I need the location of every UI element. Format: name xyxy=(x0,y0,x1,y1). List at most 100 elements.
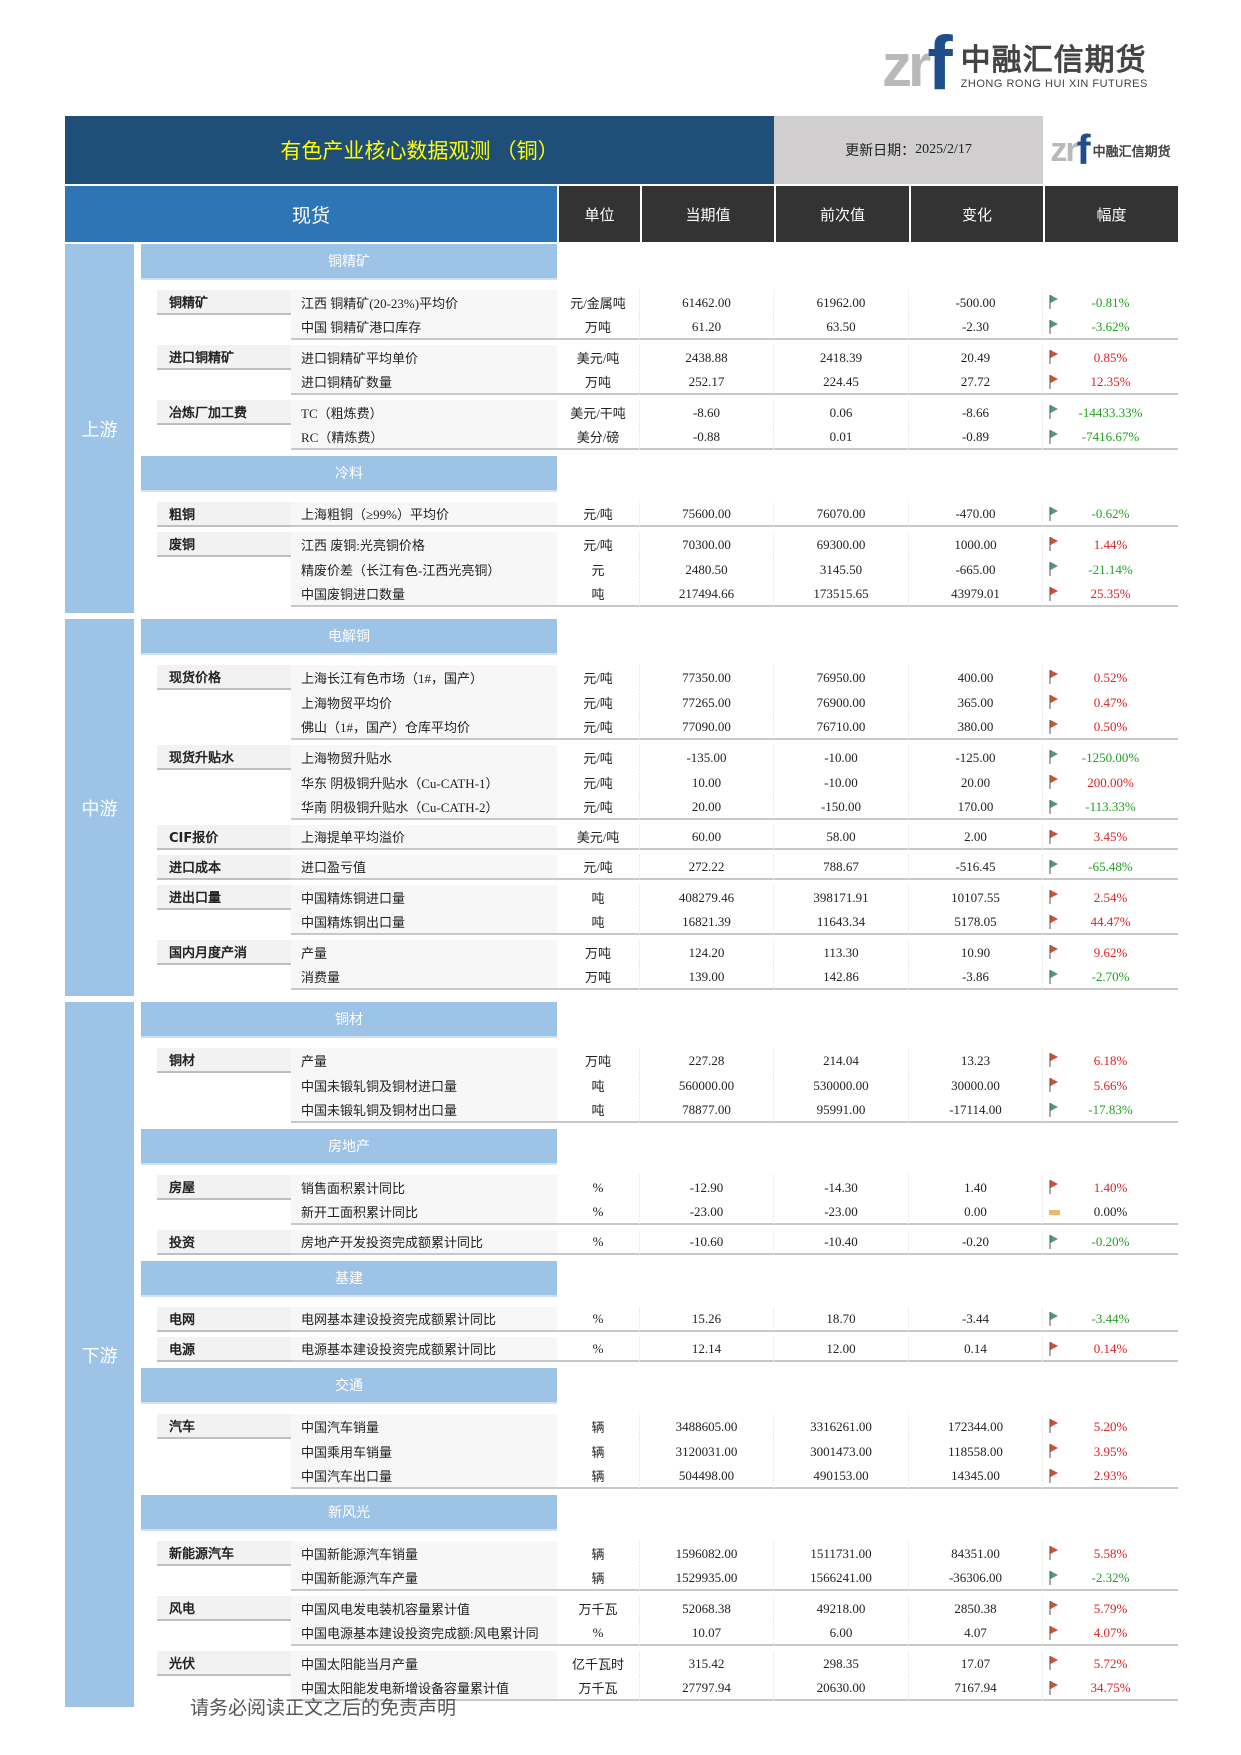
indicator-name: TC（粗炼费） xyxy=(291,400,557,425)
group-label: 进口铜精矿 xyxy=(157,345,291,370)
small-logo: zr f 中融汇信期货 xyxy=(1043,116,1178,184)
indicator-name: 电网基本建设投资完成额累计同比 xyxy=(291,1307,557,1332)
unit: 元/吨 xyxy=(557,665,640,690)
table-row: 光伏 中国太阳能当月产量 亿千瓦时 315.42 298.35 17.07 5.72% xyxy=(141,1651,1178,1676)
indicator-name: 中国乘用车销量 xyxy=(291,1439,557,1464)
table-row: 废铜 江西 废铜:光亮铜价格 元/吨 70300.00 69300.00 1000.00 1… xyxy=(141,532,1178,557)
change-value: 20.49 xyxy=(909,345,1043,370)
table-row: 中国电源基本建设投资完成额:风电累计同% 10.07 6.00 4.07 4.07% xyxy=(141,1621,1178,1646)
current-value: 1529935.00 xyxy=(640,1566,774,1591)
data-table: 上游 铜精矿 铜精矿 江西 铜精矿(20-23%)平均价 元/金属吨 61462.00 61… xyxy=(65,244,1178,1713)
change-value: -36306.00 xyxy=(909,1566,1043,1591)
section: 电解铜 现货价格 上海长江有色市场（1#，国产） 元/吨 77350.00 76950.0… xyxy=(141,619,1178,990)
pct-cell: 0.47% xyxy=(1043,690,1178,715)
pct-cell: 5.72% xyxy=(1043,1651,1178,1676)
indicator-name: 中国废铜进口数量 xyxy=(291,582,557,607)
section: 交通 汽车 中国汽车销量辆 3488605.00 3316261.00 172344.00… xyxy=(141,1368,1178,1489)
unit: 元/吨 xyxy=(557,715,640,740)
indicator-name: 中国未锻轧铜及铜材出口量 xyxy=(291,1098,557,1123)
pct-cell: 5.20% xyxy=(1043,1414,1178,1439)
column-header: 现货 单位 当期值 前次值 变化 幅度 xyxy=(65,186,1178,242)
pct-value: 5.72% xyxy=(1093,1655,1128,1671)
pct-value: 25.35% xyxy=(1090,585,1131,601)
up-flag-icon xyxy=(1049,1546,1058,1560)
previous-value: 3001473.00 xyxy=(774,1439,909,1464)
unit: 美元/吨 xyxy=(557,825,640,850)
update-date-value: 2025/2/17 xyxy=(915,142,972,157)
section: 铜精矿 铜精矿 江西 铜精矿(20-23%)平均价 元/金属吨 61462.00 6196… xyxy=(141,244,1178,450)
change-value: -516.45 xyxy=(909,855,1043,880)
pct-value: 5.79% xyxy=(1093,1600,1128,1616)
up-flag-icon xyxy=(1049,945,1058,959)
unit: 元/吨 xyxy=(557,795,640,820)
pct-cell: 34.75% xyxy=(1043,1676,1178,1701)
current-value: 1596082.00 xyxy=(640,1541,774,1566)
down-flag-icon xyxy=(1049,1312,1058,1326)
change-value: 170.00 xyxy=(909,795,1043,820)
unit: 万千瓦 xyxy=(557,1596,640,1621)
current-value: 61462.00 xyxy=(640,290,774,315)
unit: 元/吨 xyxy=(557,532,640,557)
pct-cell: 44.47% xyxy=(1043,910,1178,935)
up-flag-icon xyxy=(1049,775,1058,789)
section: 铜材 铜材 产量 万吨 227.28 214.04 13.23 6.18% 中国未锻轧铜及铜材进… xyxy=(141,1002,1178,1123)
indicator-name: 电源基本建设投资完成额累计同比 xyxy=(291,1337,557,1362)
current-value: -0.88 xyxy=(640,425,774,450)
change-value: -500.00 xyxy=(909,290,1043,315)
group: 电源 电源基本建设投资完成额累计同比% 12.14 12.00 0.14 0.14% xyxy=(141,1337,1178,1362)
pct-value: 3.95% xyxy=(1093,1443,1128,1459)
current-value: 75600.00 xyxy=(640,502,774,527)
pct-cell: 1.44% xyxy=(1043,532,1178,557)
pct-value: -17.83% xyxy=(1088,1101,1133,1117)
table-row: 冶炼厂加工费 TC（粗炼费） 美元/干吨 -8.60 0.06 -8.66 -14433.3… xyxy=(141,400,1178,425)
pct-cell: -0.20% xyxy=(1043,1230,1178,1255)
pct-value: 200.00% xyxy=(1087,774,1134,790)
pct-cell: 0.85% xyxy=(1043,345,1178,370)
unit: 辆 xyxy=(557,1464,640,1489)
previous-value: 76710.00 xyxy=(774,715,909,740)
group-label: 新能源汽车 xyxy=(157,1541,291,1566)
previous-value: 788.67 xyxy=(774,855,909,880)
header-unit: 单位 xyxy=(557,186,640,242)
previous-value: 18.70 xyxy=(774,1307,909,1332)
pct-cell: 0.14% xyxy=(1043,1337,1178,1362)
previous-value: 76900.00 xyxy=(774,690,909,715)
previous-value: 11643.34 xyxy=(774,910,909,935)
change-value: 2850.38 xyxy=(909,1596,1043,1621)
table-row: 房屋 销售面积累计同比% -12.90 -14.30 1.40 1.40% xyxy=(141,1175,1178,1200)
pct-cell: 4.07% xyxy=(1043,1621,1178,1646)
logo-mark-zr: zr xyxy=(882,32,931,99)
previous-value: 398171.91 xyxy=(774,885,909,910)
pct-cell: 0.52% xyxy=(1043,665,1178,690)
pct-cell: 0.00% xyxy=(1043,1200,1178,1225)
pct-cell: 0.50% xyxy=(1043,715,1178,740)
unit: % xyxy=(557,1337,640,1362)
table-row: 中国新能源汽车产量辆 1529935.00 1566241.00 -36306.00 -… xyxy=(141,1566,1178,1591)
down-flag-icon xyxy=(1049,507,1058,521)
change-value: 400.00 xyxy=(909,665,1043,690)
section: 新风光 新能源汽车 中国新能源汽车销量辆 1596082.00 1511731.00 84… xyxy=(141,1495,1178,1701)
table-row: 华东 阴极铜升贴水（Cu-CATH-1） 元/吨 10.00 -10.00 20.00 2… xyxy=(141,770,1178,795)
table-row: 中国废铜进口数量吨 217494.66 173515.65 43979.01 25.35… xyxy=(141,582,1178,607)
unit: 美元/干吨 xyxy=(557,400,640,425)
indicator-name: 佛山（1#，国产）仓库平均价 xyxy=(291,715,557,740)
small-logo-f: f xyxy=(1076,126,1091,173)
down-flag-icon xyxy=(1049,1103,1058,1117)
indicator-name: 消费量 xyxy=(291,965,557,990)
group-label: 铜精矿 xyxy=(157,290,291,315)
down-flag-icon xyxy=(1049,970,1058,984)
unit: 万吨 xyxy=(557,1048,640,1073)
indicator-name: 上海物贸升贴水 xyxy=(291,745,557,770)
change-value: -470.00 xyxy=(909,502,1043,527)
current-value: 10.00 xyxy=(640,770,774,795)
change-value: -3.86 xyxy=(909,965,1043,990)
down-flag-icon xyxy=(1049,800,1058,814)
indicator-name: 中国汽车出口量 xyxy=(291,1464,557,1489)
down-flag-icon xyxy=(1049,295,1058,309)
previous-value: -14.30 xyxy=(774,1175,909,1200)
indicator-name: 中国风电发电装机容量累计值 xyxy=(291,1596,557,1621)
table-row: 电网 电网基本建设投资完成额累计同比% 15.26 18.70 -3.44 -3.44% xyxy=(141,1307,1178,1332)
pct-cell: -113.33% xyxy=(1043,795,1178,820)
previous-value: 20630.00 xyxy=(774,1676,909,1701)
group: 进口成本 进口盈亏值 元/吨 272.22 788.67 -516.45 -65.48% xyxy=(141,855,1178,880)
